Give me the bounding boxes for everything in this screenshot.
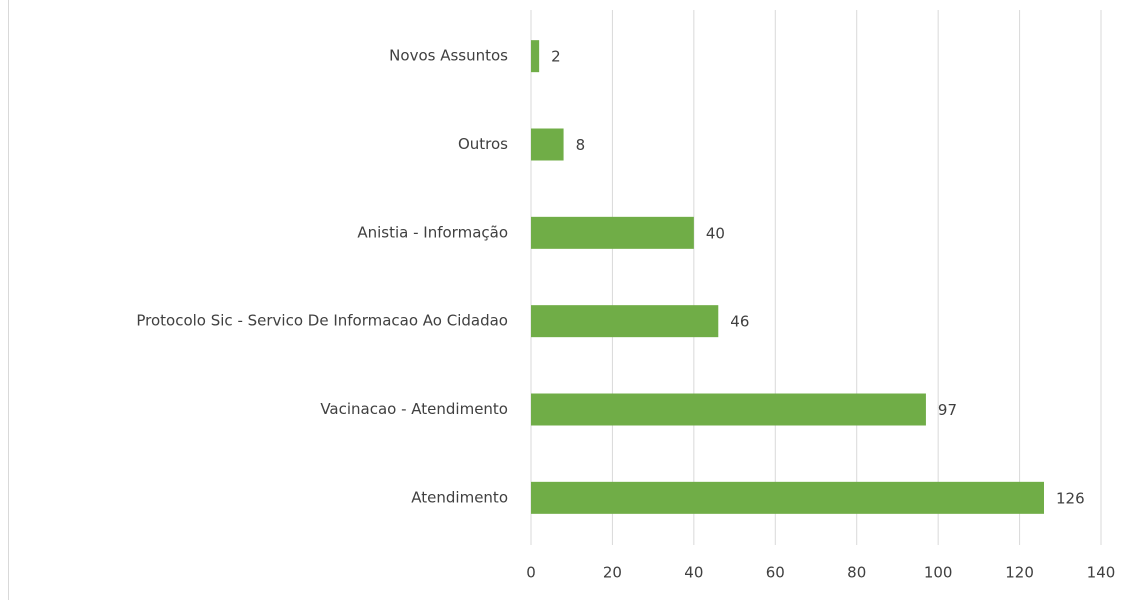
y-tick-label: Anistia - Informação	[357, 223, 508, 241]
data-label: 2	[551, 48, 561, 66]
data-label: 8	[576, 136, 586, 154]
x-tick-label: 60	[766, 564, 785, 582]
x-tick-label: 0	[526, 564, 536, 582]
bar	[531, 393, 926, 426]
x-tick-label: 80	[847, 564, 866, 582]
data-label: 126	[1056, 489, 1085, 507]
y-tick-label: Vacinacao - Atendimento	[320, 400, 508, 418]
bar	[531, 305, 719, 338]
bar	[531, 40, 540, 73]
bar	[531, 216, 694, 249]
x-tick-label: 100	[924, 564, 953, 582]
y-tick-label: Novos Assuntos	[389, 47, 508, 65]
x-tick-label: 40	[684, 564, 703, 582]
bar	[531, 481, 1044, 514]
x-tick-label: 140	[1087, 564, 1116, 582]
bar	[531, 128, 564, 161]
data-label: 40	[706, 224, 725, 242]
x-tick-label: 20	[603, 564, 622, 582]
y-tick-label: Protocolo Sic - Servico De Informacao Ao…	[136, 312, 508, 330]
data-label: 46	[730, 313, 749, 331]
data-label: 97	[938, 401, 957, 419]
x-tick-label: 120	[1005, 564, 1034, 582]
y-tick-label: Atendimento	[411, 488, 508, 506]
y-tick-label: Outros	[458, 135, 508, 153]
